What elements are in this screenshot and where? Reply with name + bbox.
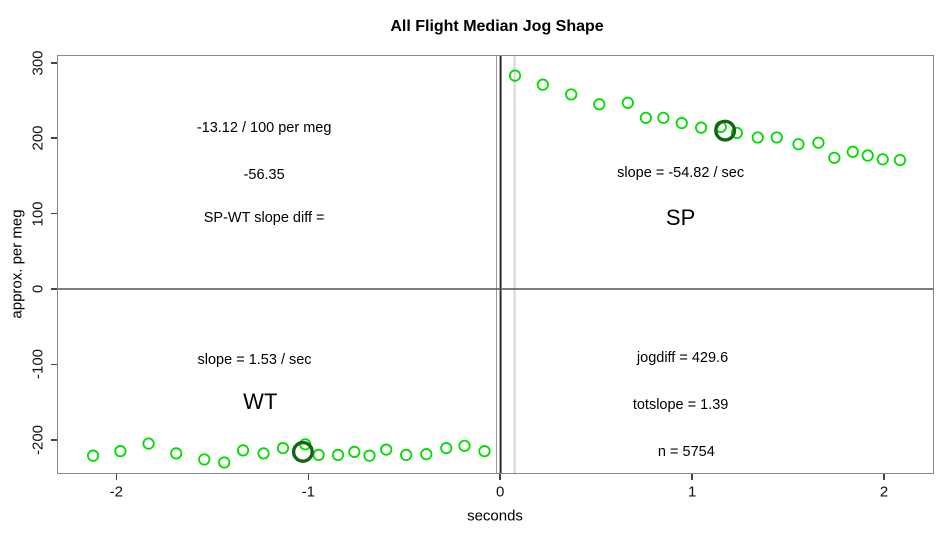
sp-series-point <box>791 137 805 150</box>
x-axis-tick-label: 2 <box>879 483 889 501</box>
wt-series-point <box>439 441 452 454</box>
sp-series-point <box>827 151 840 164</box>
wt-series-point <box>141 436 155 450</box>
sp-series-point <box>564 87 577 101</box>
wt-series-point <box>217 455 230 469</box>
annotation-text: slope = -54.82 / sec <box>617 164 745 181</box>
annotation-text: slope = 1.53 / sec <box>197 351 312 368</box>
y-axis-tick <box>51 212 57 215</box>
x-axis-tick <box>691 474 693 480</box>
wt-series-point <box>331 448 344 461</box>
sp-series-point <box>730 126 743 139</box>
sp-series-point <box>861 148 874 162</box>
y-axis-tick-label: 200 <box>29 125 47 151</box>
sp-series-point <box>675 116 688 129</box>
sp-series-point <box>621 96 634 109</box>
sp-series-point <box>751 130 764 144</box>
wt-series-point <box>347 445 360 458</box>
wt-series-point <box>113 444 126 457</box>
x-axis-tick <box>115 474 118 480</box>
annotation-text: totslope = 1.39 <box>632 397 729 414</box>
wt-series-point <box>197 452 210 466</box>
y-axis-tick-label: 0 <box>29 284 47 294</box>
annotation-text: SP-WT slope diff = <box>203 210 325 227</box>
y-axis-tick <box>51 288 57 290</box>
sp-series-point <box>893 153 906 166</box>
wt-series-point <box>236 443 249 456</box>
sp-highlight-ring <box>713 119 736 142</box>
wt-series-point <box>256 446 270 459</box>
y-axis-tick-label: -200 <box>29 424 47 455</box>
annotation-text: jogdiff = 429.6 <box>636 350 729 367</box>
plot-area <box>56 54 934 474</box>
y-axis-tick <box>51 62 57 64</box>
annotation-text: WT <box>243 389 278 415</box>
chart-title: All Flight Median Jog Shape <box>390 18 604 35</box>
wt-series-point <box>276 441 289 454</box>
y-axis-label: approx. per meg <box>8 209 26 319</box>
annotation-text: SP <box>665 205 696 231</box>
sp-series-point <box>876 152 889 165</box>
wt-series-point <box>86 449 99 462</box>
x-axis-tick <box>499 474 501 480</box>
sp-series-point <box>694 121 707 134</box>
y-axis-tick-label: 300 <box>29 50 47 76</box>
x-axis-tick-label: 0 <box>496 483 505 501</box>
sp-series-point <box>592 97 605 110</box>
y-axis-tick <box>51 363 57 366</box>
wt-series-point <box>477 444 491 457</box>
x-axis-tick <box>883 474 885 480</box>
wt-series-point <box>399 448 412 461</box>
sp-series-point <box>508 69 521 82</box>
x-axis-tick <box>307 474 310 480</box>
wt-highlight-ring <box>291 440 314 463</box>
x-axis-label: seconds <box>467 507 523 525</box>
y-axis-tick-label: -100 <box>29 349 47 380</box>
y-axis-tick <box>51 439 57 441</box>
x-axis-tick-label: 1 <box>687 483 697 501</box>
wt-series-point <box>379 443 392 456</box>
sp-series-point <box>811 136 825 149</box>
wt-series-point <box>457 439 471 452</box>
x-axis-tick-label: -2 <box>109 483 124 501</box>
wt-series-point <box>169 446 182 459</box>
wt-series-point <box>312 448 325 461</box>
sp-series-point <box>770 130 783 144</box>
wt-series-point <box>419 447 432 460</box>
sp-series-point <box>536 78 549 91</box>
sp-series-point <box>639 111 652 124</box>
x-axis-tick-label: -1 <box>301 483 315 501</box>
annotation-text: -56.35 <box>243 167 285 184</box>
y-axis-tick <box>51 137 57 139</box>
wt-series-point <box>362 449 376 462</box>
y-axis-tick-label: 100 <box>29 201 47 227</box>
sp-series-point <box>846 145 859 158</box>
annotation-text: n = 5754 <box>657 443 715 460</box>
annotation-text: -13.12 / 100 per meg <box>196 119 332 136</box>
plot-canvas <box>57 55 933 473</box>
sp-series-point <box>656 111 669 124</box>
